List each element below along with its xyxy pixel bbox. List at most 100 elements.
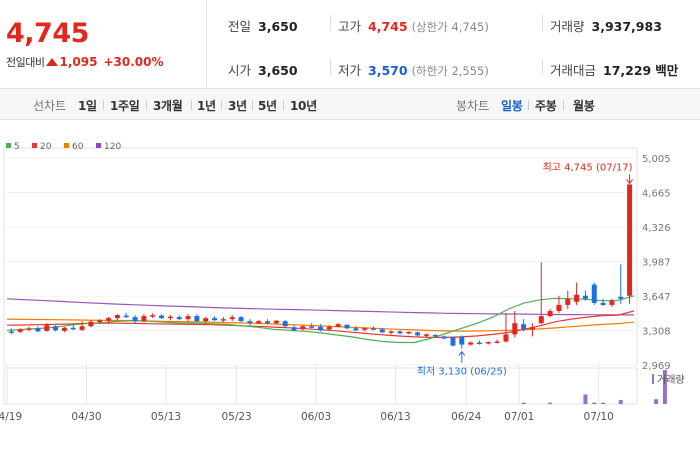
amount-value: 17,229 [603, 63, 652, 78]
x-tick-label: 05/13 [151, 411, 181, 423]
candle [379, 329, 385, 333]
candle [468, 342, 474, 345]
high-value: 4,745 [368, 19, 408, 34]
candle-monthly[interactable]: 월봉 [573, 99, 595, 113]
candle [70, 327, 76, 330]
y-tick-label: 2,969 [642, 361, 671, 372]
legend-swatch-60 [64, 143, 69, 148]
candle [591, 284, 597, 303]
y-tick-label: 4,665 [642, 189, 671, 200]
legend-label-5: 5 [14, 142, 20, 152]
candle-daily[interactable]: 일봉 [501, 99, 523, 113]
line-chart-label: 선차트 [33, 99, 67, 113]
volume-bar [548, 402, 553, 404]
candle [256, 321, 262, 324]
period-5y[interactable]: 5년 [258, 99, 277, 113]
candle [397, 331, 403, 334]
volume: 거래량 3,937,983 [550, 16, 662, 35]
candle [167, 316, 173, 319]
period-1w[interactable]: 1주일 [110, 99, 140, 113]
candle [450, 337, 456, 346]
candle [97, 320, 103, 323]
candle [432, 334, 438, 337]
volume-legend-swatch [652, 374, 654, 384]
candle-weekly[interactable]: 주봉 [535, 99, 557, 113]
period-3m[interactable]: 3개월 [153, 99, 183, 113]
candle [618, 296, 624, 299]
volume-area [3, 367, 638, 405]
low-value: 3,570 [368, 63, 408, 78]
candle [300, 326, 306, 330]
legend-swatch-120 [96, 143, 101, 148]
change-label: 전일대비 [6, 56, 45, 69]
high-price: 고가 4,745 (상한가 4,745) [338, 16, 489, 35]
prev-close: 전일 3,650 [228, 16, 298, 35]
y-tick-label: 3,987 [642, 258, 671, 269]
price-box: 4,745 전일대비 1,095 +30.00% [0, 0, 207, 88]
divider [330, 15, 331, 31]
volume-bar [662, 370, 667, 404]
candle [35, 328, 41, 332]
divider [103, 100, 104, 110]
candle [44, 325, 50, 331]
candle [529, 327, 535, 330]
x-tick-label: 06/03 [301, 411, 331, 423]
divider [330, 59, 331, 75]
period-3y[interactable]: 3년 [228, 99, 247, 113]
candle [88, 321, 94, 327]
low-label: 저가 [338, 63, 362, 78]
candle [220, 319, 226, 321]
candle [503, 334, 509, 342]
open-label: 시가 [228, 63, 252, 78]
low-arrow-icon [458, 350, 466, 363]
change-amount: 1,095 [59, 55, 98, 69]
y-tick-label: 3,647 [642, 292, 671, 303]
candle [114, 315, 120, 319]
candle [538, 316, 544, 324]
divider [191, 100, 192, 110]
candle [309, 326, 315, 328]
candle [362, 328, 368, 330]
candle [574, 294, 580, 302]
candle [203, 318, 209, 322]
change-percent: +30.00% [103, 55, 164, 69]
divider [528, 100, 529, 110]
candle [582, 295, 588, 299]
candle [150, 315, 156, 317]
candle [441, 336, 447, 339]
chart-toolbar: 선차트 1일 1주일 3개월 1년 3년 5년 10년 봉차트 일봉 주봉 월봉 [0, 89, 700, 120]
ma5-line [6, 295, 635, 344]
amount-label: 거래대금 [550, 63, 597, 78]
prev-close-value: 3,650 [258, 19, 298, 34]
candle [185, 316, 191, 320]
legend-label-20: 20 [40, 142, 52, 152]
divider [146, 100, 147, 110]
candle [406, 331, 412, 334]
candle [565, 298, 571, 305]
candle [512, 323, 518, 335]
ma120-line [6, 298, 634, 316]
prev-close-label: 전일 [228, 19, 252, 34]
legend-label-120: 120 [104, 142, 121, 152]
period-1y[interactable]: 1년 [197, 99, 216, 113]
candle [238, 317, 244, 322]
period-1d[interactable]: 1일 [78, 99, 97, 113]
candle [609, 300, 615, 305]
amount-unit: 백만 [655, 63, 679, 78]
high-label: 고가 [338, 19, 362, 34]
volume-label: 거래량 [550, 19, 585, 34]
volume-bar [592, 402, 597, 404]
period-10y[interactable]: 10년 [290, 99, 317, 113]
candle [17, 329, 23, 332]
high-arrow-icon [626, 174, 633, 185]
candle [273, 320, 279, 324]
stock-chart[interactable]: 5,005 4,665 4,326 3,987 3,647 3,308 2,969 04/19… [0, 120, 700, 450]
high-annotation: 최고 4,745 (07/17) [543, 161, 633, 173]
candle-chart-label: 봉차트 [456, 99, 490, 113]
x-tick-label: 04/19 [0, 411, 22, 423]
upper-limit: (상한가 4,745) [411, 20, 489, 34]
volume-legend: 거래량 [657, 374, 685, 386]
candle [353, 328, 359, 331]
candle [476, 342, 482, 345]
trade-amount: 거래대금 17,229 백만 [550, 60, 678, 79]
